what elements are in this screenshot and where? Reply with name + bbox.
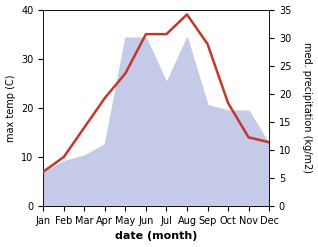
Y-axis label: max temp (C): max temp (C) — [5, 74, 16, 142]
X-axis label: date (month): date (month) — [115, 231, 197, 242]
Y-axis label: med. precipitation (kg/m2): med. precipitation (kg/m2) — [302, 42, 313, 173]
